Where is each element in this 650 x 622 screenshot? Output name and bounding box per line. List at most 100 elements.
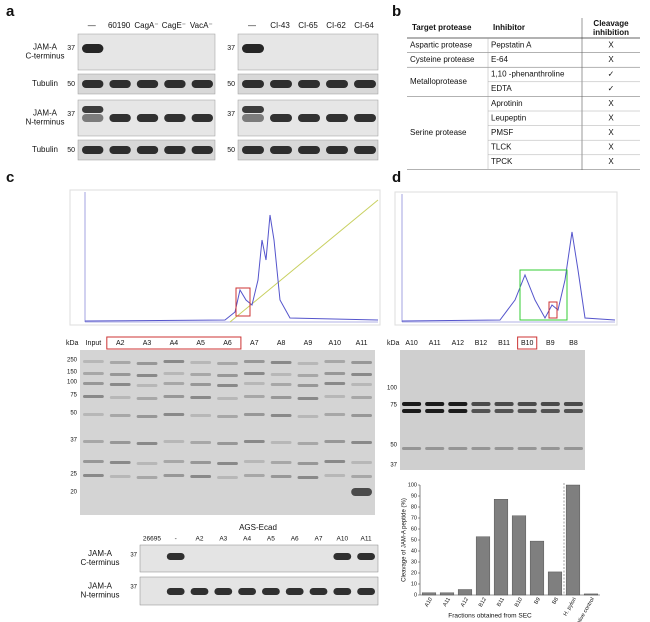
band (217, 362, 238, 365)
lane-label: CagA⁻ (134, 21, 158, 30)
table-header: Inhibitor (493, 23, 525, 32)
band (298, 114, 320, 122)
lane-label: A6 (291, 536, 299, 543)
marker-label: 37 (70, 438, 77, 444)
lane-label: Input (86, 340, 102, 347)
marker-label: 37 (390, 463, 397, 469)
table-cell: X (608, 157, 614, 166)
band (357, 588, 375, 595)
marker-label: 37 (227, 111, 235, 118)
band (351, 461, 372, 464)
lane-label: A7 (250, 340, 259, 347)
band (297, 397, 319, 400)
band (217, 462, 238, 465)
band (136, 374, 158, 377)
band (517, 447, 537, 450)
lane-label: 26695 (143, 536, 161, 543)
band (136, 362, 158, 365)
band (270, 383, 292, 386)
lane-label: VacA⁻ (190, 21, 213, 30)
x-tick-label: B12 (478, 597, 488, 608)
band (83, 395, 104, 398)
marker-label: 37 (130, 553, 137, 559)
band (471, 409, 491, 413)
band (270, 146, 292, 154)
band (83, 413, 104, 416)
gradient-line (229, 199, 379, 323)
gel (80, 350, 375, 515)
band (563, 447, 583, 450)
band (297, 442, 319, 445)
band (324, 360, 346, 363)
band (357, 553, 375, 560)
table-cell: ✓ (608, 84, 615, 93)
table-cell: ✓ (608, 70, 615, 79)
band (540, 447, 560, 450)
x-tick-label: H. pylori (563, 597, 578, 617)
band (163, 395, 185, 398)
band (190, 414, 212, 417)
unit-label: kDa (66, 340, 79, 347)
chromatogram-highlight (548, 301, 558, 319)
band (324, 382, 346, 385)
marker-label: 50 (227, 147, 235, 154)
band (324, 372, 346, 375)
band (163, 474, 185, 477)
band (136, 476, 158, 479)
band (82, 44, 104, 53)
lane-label: A4 (170, 340, 179, 347)
band (351, 383, 372, 386)
band (309, 588, 328, 595)
band (214, 588, 233, 595)
band (217, 384, 238, 387)
lane-label: A10 (337, 536, 349, 543)
y-tick-label: 40 (411, 548, 417, 554)
band (285, 588, 304, 595)
band (83, 360, 104, 363)
x-tick-label: B11 (496, 597, 506, 608)
band (109, 80, 131, 88)
x-tick-label: A10 (424, 597, 434, 608)
marker-label: 75 (390, 403, 397, 409)
x-tick-label: A11 (442, 597, 452, 608)
marker-label: 37 (227, 45, 235, 52)
table-cell: X (608, 128, 614, 137)
row-label: JAM-A (33, 43, 58, 52)
y-axis-label: Cleavage of JAM-A peptide (%) (402, 498, 408, 582)
band (494, 409, 514, 413)
band (243, 460, 265, 463)
band (333, 553, 352, 560)
lane-label: B8 (569, 340, 578, 347)
table-cell: Serine protease (410, 128, 467, 137)
band (351, 414, 372, 417)
lane-label: A8 (277, 340, 286, 347)
band (109, 383, 131, 386)
marker-label: 50 (390, 443, 397, 449)
marker-label: 100 (387, 386, 398, 392)
band (242, 146, 264, 154)
table-cell: X (608, 55, 614, 64)
band (242, 106, 264, 113)
table-cell: X (608, 40, 614, 49)
band (324, 440, 346, 443)
table-cell: PMSF (491, 128, 513, 137)
band (83, 440, 104, 443)
band (217, 397, 238, 400)
x-tick-label: B9 (533, 597, 542, 606)
band (402, 409, 422, 413)
marker-label: 75 (70, 393, 77, 399)
band (243, 382, 265, 385)
band (238, 588, 256, 595)
lane-label: CI-62 (326, 21, 346, 30)
band (297, 374, 319, 377)
band (333, 588, 352, 595)
lane-label: CagE⁻ (162, 21, 186, 30)
lane-label: B11 (498, 340, 510, 347)
band (109, 441, 131, 444)
band (242, 80, 264, 88)
band (83, 382, 104, 385)
chromatogram-frame (394, 191, 618, 326)
band (270, 441, 292, 444)
marker-label: 50 (70, 411, 77, 417)
bar (475, 536, 491, 596)
